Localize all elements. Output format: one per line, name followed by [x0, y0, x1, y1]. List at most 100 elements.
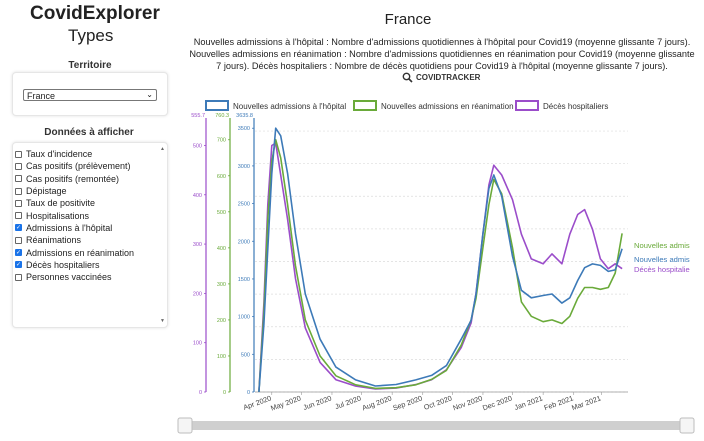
series-end-label: Nouvelles admis — [634, 255, 690, 264]
data-option-label: Admissions à l'hôpital — [26, 222, 113, 233]
range-slider-track — [190, 421, 690, 430]
y-tick-label: 300 — [217, 282, 226, 288]
y-tick-label: 500 — [241, 352, 250, 358]
app-subtitle: Types — [68, 26, 114, 45]
territory-panel: Territoire France ⌄ — [12, 60, 168, 116]
scroll-down-icon[interactable]: ▼ — [160, 318, 165, 324]
x-tick-label: Jun 2020 — [302, 393, 333, 412]
data-option-label: Admissions en réanimation — [26, 247, 135, 258]
x-tick-label: Nov 2020 — [452, 393, 484, 412]
scroll-up-icon[interactable]: ▲ — [160, 146, 165, 152]
x-tick-label: Sep 2020 — [391, 393, 423, 412]
legend-swatch — [205, 100, 229, 111]
chevron-down-icon: ⌄ — [146, 90, 153, 99]
data-option[interactable]: Dépistage — [15, 185, 134, 197]
data-option-label: Taux de positivite — [26, 198, 96, 209]
series-line — [258, 142, 623, 393]
x-tick-label: Mar 2021 — [570, 393, 602, 412]
checkbox[interactable] — [15, 236, 22, 244]
x-tick-label: Apr 2020 — [242, 393, 272, 411]
data-option-label: Réanimations — [26, 235, 82, 246]
y-tick-label: 400 — [193, 193, 202, 199]
y-tick-label: 700 — [217, 138, 226, 144]
y-tick-label: 1500 — [238, 277, 250, 283]
data-option[interactable]: Cas positifs (remontée) — [15, 173, 134, 185]
credit-brand: COVIDTRACKER — [416, 73, 481, 82]
options-scrollbar[interactable]: ▲ ▼ — [160, 146, 165, 324]
series-end-label: Nouvelles admis — [634, 241, 690, 250]
legend-label: Nouvelles admissions à l'hôpital — [233, 102, 346, 111]
series-line — [258, 127, 623, 393]
territory-label: Territoire — [68, 60, 112, 71]
data-option[interactable]: Personnes vaccinées — [15, 271, 134, 283]
territory-select[interactable]: France ⌄ — [23, 89, 157, 101]
data-option[interactable]: ✓ Admissions à l'hôpital — [15, 222, 134, 234]
x-tick-label: Oct 2020 — [423, 393, 453, 411]
y-tick-label: 0 — [247, 390, 250, 396]
checkbox[interactable] — [15, 212, 22, 220]
y-tick-label: 0 — [223, 390, 226, 396]
data-option[interactable]: Réanimations — [15, 234, 134, 246]
data-option[interactable]: Cas positifs (prélèvement) — [15, 160, 134, 172]
territory-selected-value: France — [27, 91, 56, 101]
y-tick-label: 100 — [217, 354, 226, 360]
y-tick-label: 500 — [193, 143, 202, 149]
y-tick-label: 3000 — [238, 164, 250, 170]
y-tick-label: 500 — [217, 210, 226, 216]
range-slider-handle-end[interactable] — [679, 417, 695, 434]
y-axis-max-label: 555.7 — [191, 113, 205, 119]
data-option-label: Taux d'incidence — [26, 149, 93, 160]
y-tick-label: 0 — [199, 390, 202, 396]
checkbox[interactable]: ✓ — [15, 249, 22, 257]
data-options-list: Taux d'incidence Cas positifs (prélèvemen… — [15, 148, 134, 283]
x-tick-label: May 2020 — [269, 393, 302, 412]
x-tick-label: Jul 2020 — [334, 393, 363, 411]
checkbox[interactable] — [15, 150, 22, 158]
data-options-panel: Taux d'incidence Cas positifs (prélèvemen… — [12, 142, 168, 328]
checkbox[interactable] — [15, 187, 22, 195]
data-option-label: Hospitalisations — [26, 210, 90, 221]
legend-item: Décès hospitaliers — [515, 100, 608, 111]
legend-item: Nouvelles admissions à l'hôpital — [205, 100, 346, 111]
legend-swatch — [515, 100, 539, 111]
checkbox[interactable] — [15, 199, 22, 207]
data-option-label: Cas positifs (remontée) — [26, 173, 120, 184]
legend-label: Nouvelles admissions en réanimation — [381, 102, 514, 111]
y-tick-label: 2000 — [238, 239, 250, 245]
data-option[interactable]: Taux d'incidence — [15, 148, 134, 160]
data-option-label: Cas positifs (prélèvement) — [26, 161, 131, 172]
y-tick-label: 400 — [217, 246, 226, 252]
x-tick-label: Jan 2021 — [513, 393, 544, 412]
legend-swatch — [353, 100, 377, 111]
series-line — [258, 138, 623, 393]
checkbox[interactable]: ✓ — [15, 224, 22, 232]
y-tick-label: 300 — [193, 242, 202, 248]
y-tick-label: 600 — [217, 174, 226, 180]
credit[interactable]: COVIDTRACKER — [402, 72, 480, 83]
app-title: CovidExplorer — [30, 3, 160, 24]
legend-label: Décès hospitaliers — [543, 102, 608, 111]
data-option-label: Personnes vaccinées — [26, 272, 112, 283]
checkbox[interactable] — [15, 273, 22, 281]
checkbox[interactable]: ✓ — [15, 261, 22, 269]
checkbox[interactable] — [15, 175, 22, 183]
data-option-label: Décès hospitaliers — [26, 259, 100, 270]
checkbox[interactable] — [15, 162, 22, 170]
x-tick-label: Feb 2021 — [543, 393, 575, 412]
data-option[interactable]: ✓ Admissions en réanimation — [15, 246, 134, 258]
range-slider-handle-start[interactable] — [177, 417, 193, 434]
y-tick-label: 200 — [193, 291, 202, 297]
chart-title: France — [384, 11, 432, 28]
x-tick-label: Dec 2020 — [481, 393, 513, 412]
data-option[interactable]: ✓ Décès hospitaliers — [15, 259, 134, 271]
y-tick-label: 200 — [217, 318, 226, 324]
y-tick-label: 100 — [193, 341, 202, 347]
data-option[interactable]: Taux de positivite — [15, 197, 134, 209]
data-option-label: Dépistage — [26, 186, 67, 197]
legend-item: Nouvelles admissions en réanimation — [353, 100, 514, 111]
data-option[interactable]: Hospitalisations — [15, 209, 134, 221]
sidebar: CovidExplorer Types Territoire France ⌄ … — [0, 0, 180, 441]
data-panel-label: Données à afficher — [44, 127, 134, 138]
chart-description: Nouvelles admissions à l'hôpital : Nombr… — [189, 37, 695, 71]
